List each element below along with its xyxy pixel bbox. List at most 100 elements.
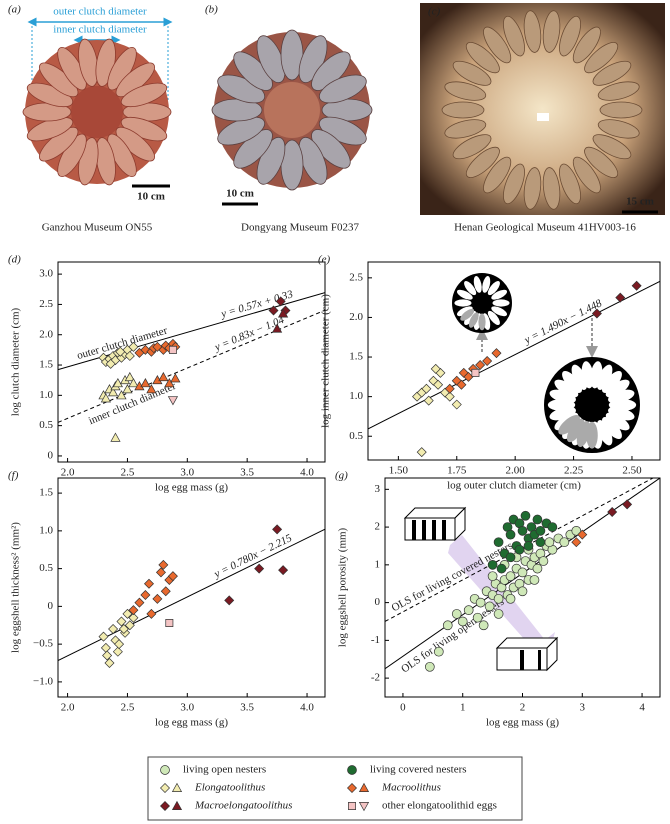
fit-line bbox=[368, 280, 660, 430]
point bbox=[140, 590, 151, 601]
legend-marker bbox=[171, 782, 183, 792]
point bbox=[505, 529, 516, 540]
point bbox=[478, 620, 489, 631]
egg bbox=[460, 308, 475, 321]
egg bbox=[572, 26, 601, 64]
point bbox=[472, 612, 483, 623]
point bbox=[487, 571, 498, 582]
egg bbox=[523, 167, 542, 210]
legend-marker bbox=[171, 800, 183, 810]
point bbox=[424, 661, 435, 672]
x-tick-label: 3.5 bbox=[240, 702, 254, 714]
panel-label: (e) bbox=[318, 254, 331, 266]
point bbox=[451, 609, 462, 619]
y-tick-label: 0.5 bbox=[39, 419, 53, 431]
point bbox=[475, 359, 486, 370]
legend-marker bbox=[358, 782, 370, 792]
point bbox=[514, 544, 525, 555]
egg bbox=[559, 15, 581, 57]
egg bbox=[452, 60, 492, 86]
point bbox=[278, 565, 289, 576]
y-tick-label: 1.5 bbox=[349, 351, 363, 363]
panel-label: (c) bbox=[428, 6, 441, 18]
point bbox=[451, 399, 462, 410]
point bbox=[168, 345, 177, 354]
point bbox=[505, 552, 516, 563]
legend-label: other elongatoolithid eggs bbox=[382, 800, 497, 812]
point bbox=[116, 390, 127, 400]
egg bbox=[596, 420, 613, 446]
y-tick-label: 0.5 bbox=[39, 562, 53, 574]
point bbox=[116, 616, 127, 627]
point bbox=[631, 280, 642, 291]
egg bbox=[452, 134, 492, 160]
point bbox=[100, 393, 111, 403]
legend-label: Elongatoolithus bbox=[194, 782, 265, 794]
y-tick-label: 1.5 bbox=[39, 359, 53, 371]
point bbox=[463, 371, 474, 382]
plot-frame bbox=[384, 477, 661, 698]
point bbox=[224, 595, 235, 606]
x-tick-label: 2.5 bbox=[121, 702, 135, 714]
point bbox=[105, 358, 116, 369]
point bbox=[505, 571, 516, 582]
egg bbox=[120, 82, 168, 108]
egg bbox=[503, 163, 525, 205]
egg bbox=[487, 310, 500, 325]
point bbox=[607, 506, 618, 517]
y-axis-label: log clutch diameter (cm) bbox=[10, 307, 22, 416]
point bbox=[115, 346, 126, 357]
y-tick-label: 0.5 bbox=[349, 430, 363, 442]
point bbox=[517, 586, 528, 597]
egg bbox=[602, 370, 622, 393]
plot-frame bbox=[57, 261, 326, 463]
porous-block bbox=[403, 506, 467, 542]
legend-marker bbox=[347, 783, 357, 793]
x-tick-label: 3.0 bbox=[180, 702, 194, 714]
point bbox=[547, 522, 558, 532]
point bbox=[114, 639, 125, 650]
egg bbox=[542, 167, 561, 210]
point bbox=[122, 608, 133, 619]
point bbox=[122, 384, 133, 394]
x-tick-label: 1 bbox=[460, 702, 466, 714]
x-tick-label: 4.0 bbox=[300, 467, 314, 479]
point bbox=[517, 567, 528, 578]
point bbox=[170, 373, 181, 383]
egg bbox=[464, 281, 477, 296]
y-tick-label: 2.5 bbox=[39, 298, 53, 310]
panel-label: (f) bbox=[8, 470, 19, 482]
dense-block bbox=[495, 636, 559, 672]
point bbox=[532, 514, 543, 525]
point bbox=[535, 526, 546, 536]
legend-box bbox=[147, 756, 523, 821]
legend-label: living open nesters bbox=[183, 764, 266, 776]
point bbox=[128, 605, 139, 616]
point bbox=[520, 510, 531, 521]
clutch-core bbox=[264, 82, 320, 138]
clutch-core bbox=[71, 86, 123, 138]
egg bbox=[482, 276, 491, 293]
egg bbox=[478, 313, 486, 331]
egg bbox=[483, 156, 512, 194]
point bbox=[254, 563, 265, 574]
scale-label: 10 cm bbox=[137, 191, 165, 203]
point bbox=[456, 379, 467, 390]
egg bbox=[464, 310, 477, 325]
egg bbox=[456, 306, 473, 317]
legend-marker bbox=[160, 765, 170, 775]
y-tick-label: 0 bbox=[48, 600, 54, 612]
egg bbox=[318, 74, 367, 104]
y-tick-label: 3.0 bbox=[39, 268, 53, 280]
point bbox=[124, 350, 135, 361]
fit-line bbox=[58, 309, 325, 423]
point bbox=[144, 578, 154, 589]
egg bbox=[444, 119, 487, 139]
point bbox=[493, 537, 504, 548]
egg bbox=[491, 306, 508, 317]
point bbox=[430, 363, 441, 374]
egg bbox=[558, 414, 580, 435]
legend-marker bbox=[358, 802, 370, 812]
point bbox=[128, 341, 139, 352]
point bbox=[112, 646, 123, 657]
